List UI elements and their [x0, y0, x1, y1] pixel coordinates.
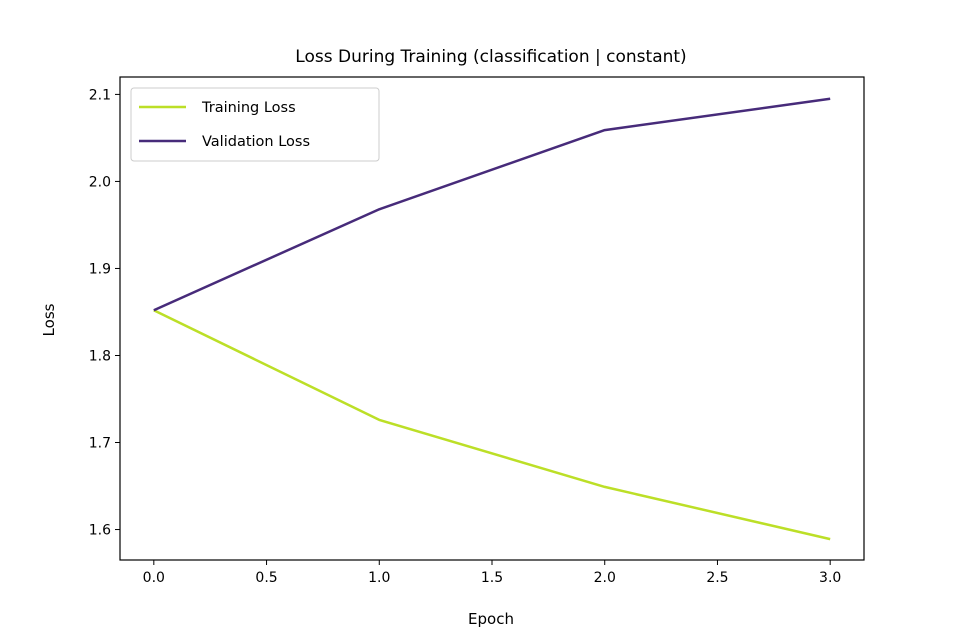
series-line-training-loss — [153, 309, 831, 541]
x-tick-label: 2.5 — [706, 570, 728, 586]
x-tick-label: 2.0 — [594, 570, 616, 586]
legend-box — [130, 87, 380, 162]
y-tick-label: 2.0 — [89, 174, 111, 190]
y-axis-label: Loss — [40, 303, 58, 336]
x-tick-label: 1.5 — [481, 570, 503, 586]
x-tick-label: 0.0 — [143, 570, 165, 586]
x-tick-label: 3.0 — [819, 570, 841, 586]
y-tick-label: 2.1 — [89, 87, 111, 103]
y-tick-label: 1.6 — [89, 523, 111, 539]
series-layer — [153, 97, 831, 541]
series-line-validation-loss — [153, 97, 831, 312]
y-tick-label: 1.8 — [89, 348, 111, 364]
x-tick-label: 0.5 — [255, 570, 277, 586]
y-axis-ticks: 1.6 1.7 1.8 1.9 2.0 2.1 — [89, 87, 120, 539]
y-tick-label: 1.7 — [89, 436, 111, 452]
legend-label-validation-loss: Validation Loss — [202, 134, 310, 150]
y-tick-label: 1.9 — [89, 261, 111, 277]
x-axis-ticks: 0.0 0.5 1.0 1.5 2.0 2.5 3.0 — [143, 560, 841, 586]
chart-title: Loss During Training (classification | c… — [295, 47, 686, 67]
legend: Training Loss Validation Loss — [130, 87, 380, 162]
legend-label-training-loss: Training Loss — [201, 100, 296, 116]
x-tick-label: 1.0 — [368, 570, 390, 586]
x-axis-label: Epoch — [468, 610, 514, 628]
